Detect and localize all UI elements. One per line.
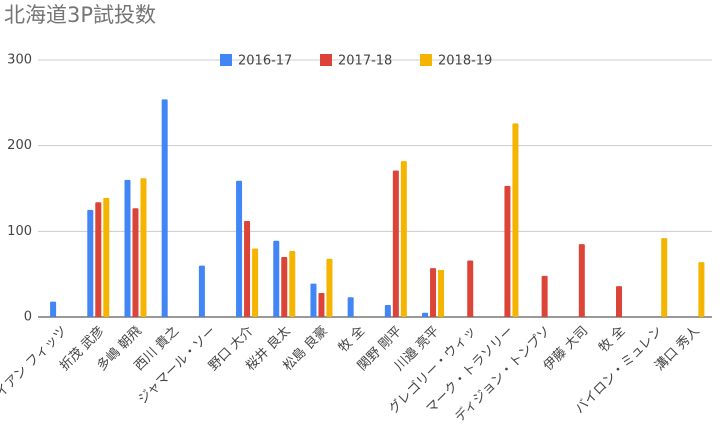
bar xyxy=(281,257,288,317)
bar xyxy=(616,286,623,317)
legend-label: 2018-19 xyxy=(438,54,492,69)
bar xyxy=(392,170,399,317)
legend-label: 2016-17 xyxy=(238,54,292,69)
legend-swatch xyxy=(220,54,232,66)
chart-title: 北海道3P試投数 xyxy=(4,3,156,27)
bar xyxy=(512,123,519,317)
bar xyxy=(103,197,110,317)
bar xyxy=(504,185,511,317)
bar xyxy=(698,262,705,317)
bar xyxy=(422,312,429,317)
bar xyxy=(384,305,391,317)
bar xyxy=(50,301,57,317)
bar xyxy=(95,202,102,317)
bar xyxy=(467,260,474,317)
bar xyxy=(252,248,259,317)
x-tick-label: 牧 全 xyxy=(335,323,368,356)
bar xyxy=(132,208,139,317)
bar xyxy=(87,209,94,317)
y-tick-label: 0 xyxy=(24,310,32,325)
bar xyxy=(326,258,333,317)
bar xyxy=(161,99,168,317)
bar xyxy=(541,275,548,317)
legend-swatch xyxy=(420,54,432,66)
y-tick-label: 200 xyxy=(7,138,32,153)
bar xyxy=(438,269,445,317)
bar xyxy=(236,180,243,317)
bar xyxy=(318,293,325,317)
bar xyxy=(140,178,147,317)
bar xyxy=(289,251,296,317)
y-tick-label: 300 xyxy=(7,53,32,68)
bar xyxy=(430,268,437,317)
bar xyxy=(244,221,251,317)
bar xyxy=(400,161,407,317)
x-tick-label: 牧 全 xyxy=(596,323,629,356)
legend-label: 2017-18 xyxy=(338,54,392,69)
y-tick-label: 100 xyxy=(7,224,32,239)
bar xyxy=(578,244,585,317)
bar xyxy=(661,238,668,317)
bar xyxy=(347,297,354,317)
bar xyxy=(273,240,280,317)
bar xyxy=(124,179,131,317)
legend-swatch xyxy=(320,54,332,66)
bar xyxy=(198,265,205,317)
bar xyxy=(310,283,317,317)
